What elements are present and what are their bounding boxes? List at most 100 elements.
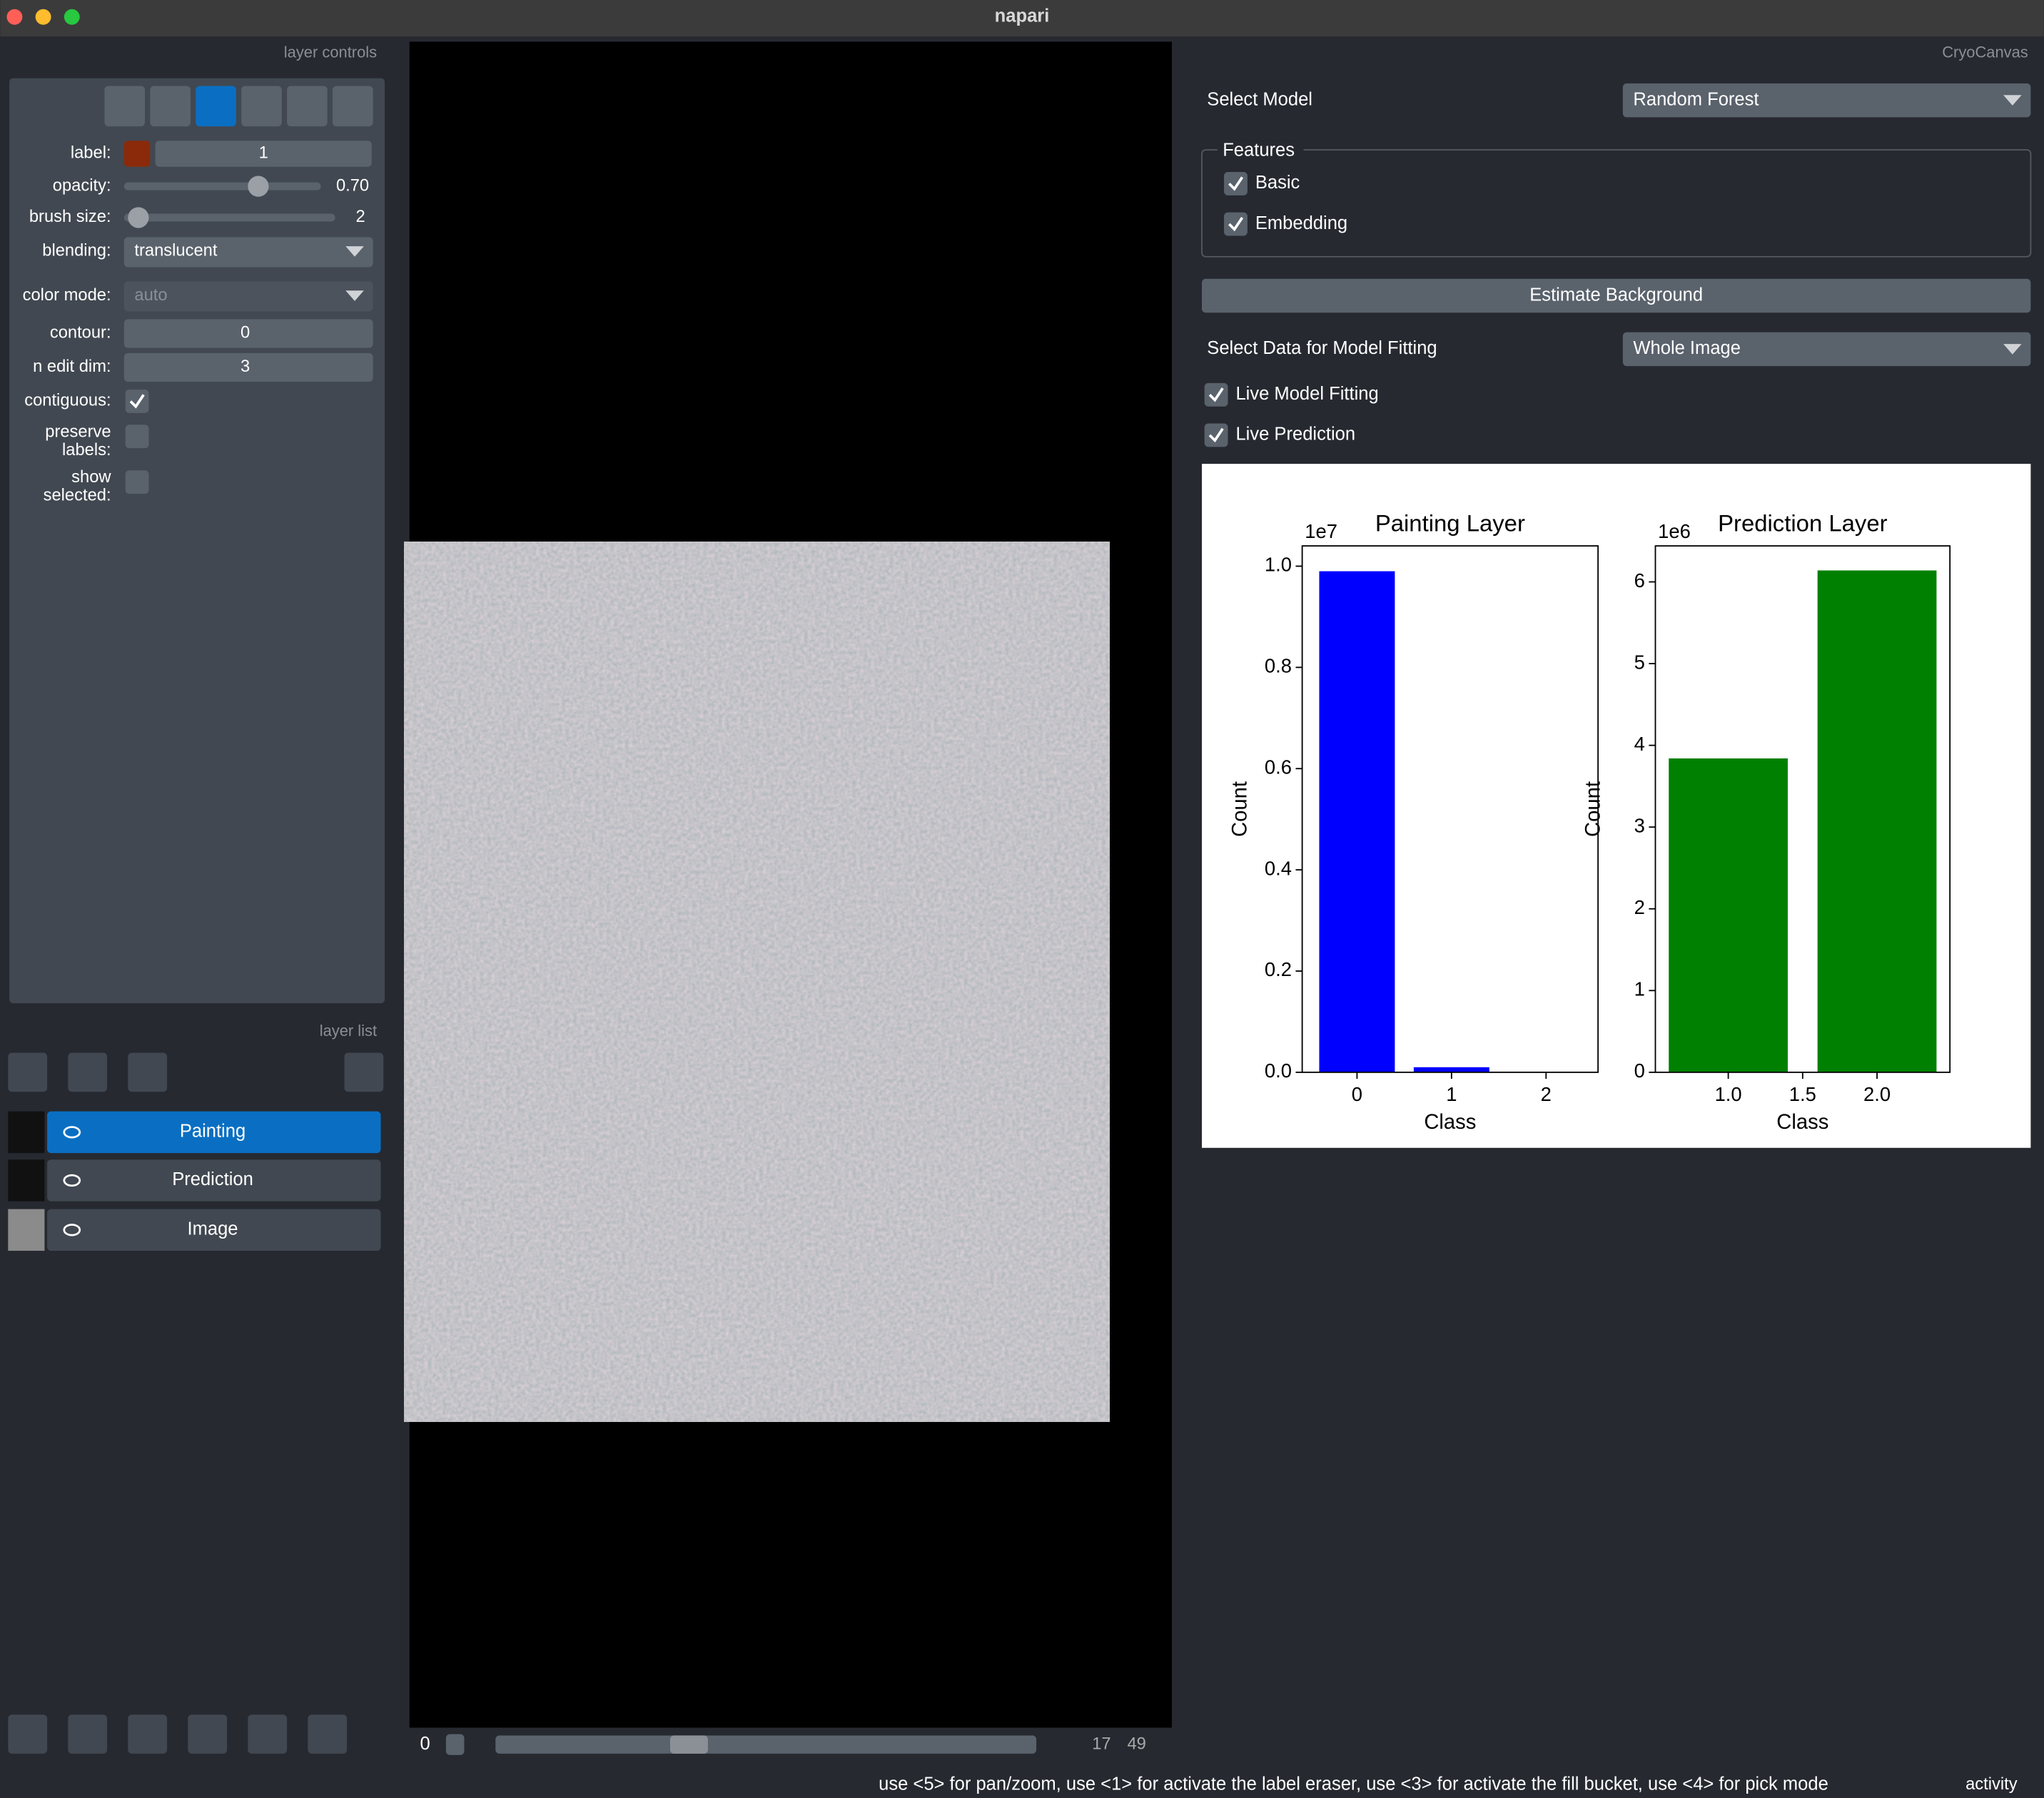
- y-tick-label: 0.0: [1265, 1060, 1292, 1082]
- tool-button[interactable]: [241, 86, 282, 127]
- control-label: opacity:: [53, 176, 111, 195]
- slider-handle[interactable]: [128, 207, 149, 228]
- slider-value: 0: [420, 1734, 430, 1754]
- dropdown-arrow: [2003, 95, 2022, 106]
- layer-row[interactable]: [47, 1209, 381, 1251]
- tool-button[interactable]: [333, 86, 373, 127]
- y-tick-label: 3: [1634, 814, 1645, 836]
- option-label: Basic: [1255, 173, 1300, 193]
- tool-button[interactable]: [196, 86, 236, 127]
- delete-button[interactable]: [344, 1052, 384, 1092]
- y-tick-label: 0.2: [1265, 958, 1292, 980]
- control-value: 3: [241, 357, 250, 376]
- dims-handle[interactable]: [669, 1735, 708, 1754]
- viewer-button[interactable]: [68, 1715, 108, 1754]
- tool-button[interactable]: [287, 86, 328, 127]
- status-message: use <5> for pan/zoom, use <1> for activa…: [879, 1774, 1828, 1794]
- checkmark: [1228, 176, 1244, 191]
- dropdown-arrow: [345, 246, 364, 257]
- checkmark: [1228, 216, 1244, 232]
- dropdown-arrow: [345, 290, 364, 301]
- layer-name: Painting: [180, 1122, 246, 1142]
- x-axis-label: Class: [1776, 1111, 1828, 1134]
- tool-button[interactable]: [104, 86, 146, 127]
- control-value: 0: [241, 324, 250, 342]
- layer-button[interactable]: [128, 1052, 168, 1092]
- play-button[interactable]: [445, 1734, 465, 1755]
- control-label: preserve labels:: [45, 423, 111, 460]
- title-bar: [0, 0, 2044, 37]
- y-tick-label: 0.8: [1265, 655, 1292, 677]
- checkbox[interactable]: [125, 425, 149, 449]
- offset-label: 1e7: [1305, 520, 1337, 542]
- action-button[interactable]: [1202, 278, 2031, 313]
- control-label: n edit dim:: [33, 357, 111, 376]
- window-button[interactable]: [35, 9, 51, 25]
- axes-frame: [1301, 545, 1599, 1073]
- check-label: Live Model Fitting: [1235, 384, 1378, 404]
- option-label: Embedding: [1255, 213, 1347, 233]
- checkbox[interactable]: [1204, 382, 1228, 407]
- checkbox[interactable]: [1204, 423, 1228, 447]
- layer-button[interactable]: [68, 1052, 108, 1092]
- visibility-toggle[interactable]: [63, 1224, 81, 1236]
- group-title-bg: [1217, 141, 1304, 159]
- y-axis-label: Count: [1582, 781, 1604, 837]
- checkbox[interactable]: [1224, 212, 1248, 236]
- visibility-toggle[interactable]: [63, 1126, 81, 1139]
- y-tick-label: 2: [1634, 896, 1645, 918]
- control-value: 0.70: [336, 176, 369, 195]
- spinbox[interactable]: [123, 352, 373, 382]
- checkbox[interactable]: [125, 470, 149, 494]
- spinbox[interactable]: [123, 319, 373, 348]
- bar: [1319, 571, 1395, 1072]
- viewer-button[interactable]: [248, 1715, 288, 1754]
- layer-thumbnail: [8, 1209, 45, 1251]
- checkbox[interactable]: [1224, 172, 1248, 195]
- bar: [1817, 570, 1937, 1072]
- layer-row[interactable]: [47, 1111, 381, 1154]
- tool-button[interactable]: [150, 86, 191, 127]
- dropdown[interactable]: [1622, 332, 2031, 367]
- viewer-button[interactable]: [308, 1715, 348, 1754]
- panel-header: layer controls: [284, 44, 377, 61]
- slider-track[interactable]: [123, 213, 335, 222]
- group-title: Features: [1223, 141, 1295, 161]
- label-spinbox[interactable]: [155, 141, 372, 167]
- viewer-button[interactable]: [188, 1715, 228, 1754]
- window-title: napari: [995, 6, 1050, 26]
- y-tick-label: 4: [1634, 733, 1645, 755]
- checkmark: [1208, 387, 1224, 402]
- dropdown-value: Random Forest: [1633, 89, 1759, 109]
- button-label: Estimate Background: [1529, 285, 1703, 305]
- bar: [1413, 1067, 1489, 1072]
- control-label: contiguous:: [24, 392, 111, 410]
- control-label: color mode:: [23, 286, 111, 305]
- layer-thumbnail: [8, 1111, 45, 1154]
- tomogram-image: [462, 614, 1051, 1348]
- window-button[interactable]: [6, 9, 23, 25]
- slider-track[interactable]: [123, 182, 321, 191]
- control-label: brush size:: [29, 208, 111, 226]
- layer-name: Prediction: [172, 1169, 253, 1189]
- control-label: contour:: [50, 324, 111, 342]
- visibility-toggle[interactable]: [63, 1174, 81, 1187]
- activity-label: activity: [1965, 1775, 2018, 1794]
- window-button[interactable]: [64, 9, 80, 25]
- slider-handle[interactable]: [248, 176, 269, 197]
- checkbox[interactable]: [125, 390, 149, 413]
- x-tick-label: 2: [1541, 1083, 1552, 1105]
- viewer-button[interactable]: [8, 1715, 48, 1754]
- dropdown[interactable]: [123, 237, 373, 268]
- control-value: auto: [134, 286, 167, 305]
- dropdown[interactable]: [1622, 83, 2031, 118]
- y-tick-label: 0.6: [1265, 756, 1292, 778]
- dropdown[interactable]: [123, 281, 373, 312]
- panel-header: layer list: [320, 1022, 377, 1040]
- viewer-button[interactable]: [128, 1715, 168, 1754]
- layer-row[interactable]: [47, 1159, 381, 1202]
- dims-track[interactable]: [495, 1735, 1037, 1754]
- control-label: show selected:: [44, 468, 112, 505]
- layer-button[interactable]: [8, 1052, 48, 1092]
- label-color[interactable]: [123, 141, 151, 167]
